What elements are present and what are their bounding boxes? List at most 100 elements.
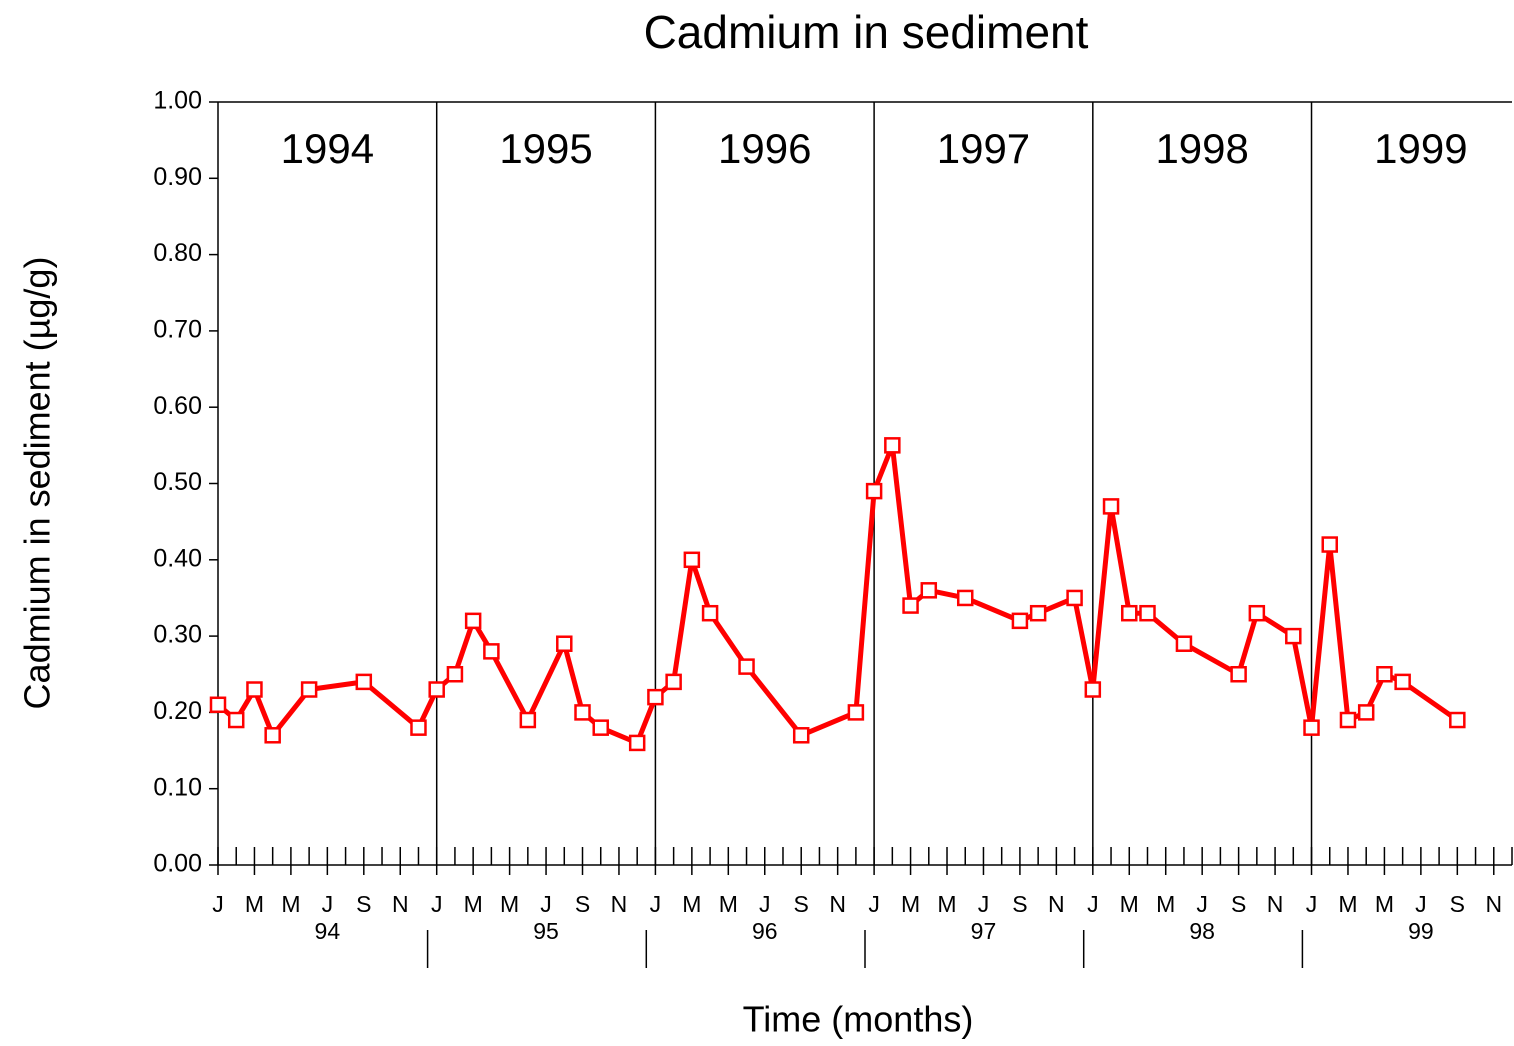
x-tick-label: M — [682, 891, 701, 917]
y-tick-label: 0.20 — [153, 697, 202, 725]
data-marker — [701, 604, 719, 622]
year-label: 1995 — [499, 125, 592, 172]
data-line — [216, 442, 1459, 746]
x-tick-label: S — [1012, 891, 1027, 917]
data-marker — [1102, 498, 1120, 515]
x-tick-label: M — [464, 891, 483, 917]
data-marker — [464, 612, 482, 630]
data-marker — [1285, 627, 1302, 645]
x-tick-label: J — [1196, 891, 1208, 917]
y-tick-label: 0.60 — [153, 392, 202, 420]
x-tick-label: M — [1156, 891, 1175, 917]
data-marker — [1376, 666, 1393, 683]
data-marker — [355, 673, 373, 691]
x-tick-label: M — [1375, 891, 1394, 917]
y-tick-label: 0.50 — [153, 468, 202, 496]
chart-title: Cadmium in sediment — [644, 6, 1089, 58]
data-marker — [665, 673, 682, 691]
x-tick-label: N — [1485, 891, 1502, 917]
x-tick-label: M — [901, 891, 920, 917]
year-label: 1999 — [1374, 125, 1467, 172]
y-tick-label: 0.30 — [153, 621, 202, 649]
data-marker — [519, 711, 537, 729]
data-marker — [1011, 612, 1029, 630]
x-tick-label: M — [937, 891, 956, 917]
x-tick-label: J — [978, 891, 990, 917]
data-marker — [884, 437, 901, 454]
x-tick-label: M — [1338, 891, 1357, 917]
y-tick-label: 0.70 — [153, 316, 202, 344]
data-marker — [446, 666, 464, 683]
data-marker — [410, 719, 427, 736]
x-tick-label: S — [1450, 891, 1465, 917]
x-tick-label: S — [575, 891, 590, 917]
x-tick-label: N — [611, 891, 628, 917]
x-tick-label: S — [794, 891, 809, 917]
data-marker — [1029, 604, 1047, 622]
data-marker — [1084, 681, 1102, 698]
x-tick-label: M — [719, 891, 738, 917]
data-marker — [1303, 719, 1320, 736]
x-tick-label: M — [500, 891, 519, 917]
data-marker — [647, 688, 664, 706]
x-tick-label: J — [1415, 891, 1427, 917]
data-marker — [738, 658, 755, 675]
data-marker — [1175, 635, 1193, 652]
data-marker — [920, 582, 938, 599]
data-marker — [1339, 711, 1357, 729]
x-tick-label: N — [1267, 891, 1284, 917]
x-tick-label: J — [431, 891, 443, 917]
y-axis-label: Cadmium in sediment (µg/g) — [17, 257, 58, 710]
x-tick-label: J — [1306, 891, 1318, 917]
x-tick-label: J — [212, 891, 224, 917]
x-tick-label: M — [245, 891, 264, 917]
data-marker — [1449, 711, 1466, 729]
year-axis-label: 94 — [315, 918, 341, 944]
data-marker — [847, 704, 865, 721]
year-label: 1997 — [937, 125, 1030, 172]
year-axis-label: 98 — [1189, 918, 1215, 944]
data-marker — [574, 704, 591, 721]
y-tick-label: 0.40 — [153, 544, 202, 572]
data-marker — [246, 681, 263, 698]
x-axis-label: Time (months) — [743, 999, 974, 1040]
year-label: 1994 — [281, 125, 374, 172]
data-marker — [483, 643, 500, 660]
data-marker — [300, 681, 318, 698]
y-tick-label: 0.90 — [153, 163, 202, 191]
year-label: 1996 — [718, 125, 811, 172]
data-marker — [1357, 704, 1375, 721]
year-label: 1998 — [1155, 125, 1248, 172]
data-marker — [792, 727, 810, 744]
x-tick-label: N — [829, 891, 846, 917]
data-marker — [628, 734, 646, 752]
data-marker — [865, 482, 883, 500]
data-marker — [1394, 673, 1411, 691]
x-tick-label: J — [1087, 891, 1099, 917]
y-tick-label: 0.00 — [153, 850, 202, 878]
data-marker — [1321, 536, 1338, 553]
data-marker — [1139, 604, 1156, 622]
data-marker — [683, 551, 701, 569]
data-marker — [592, 719, 609, 736]
y-tick-label: 0.80 — [153, 239, 202, 267]
data-marker — [1121, 604, 1138, 622]
x-tick-label: S — [1231, 891, 1246, 917]
data-marker — [1230, 666, 1247, 683]
x-tick-label: M — [281, 891, 300, 917]
data-marker — [227, 711, 245, 729]
x-tick-label: J — [650, 891, 662, 917]
x-tick-label: J — [322, 891, 334, 917]
data-marker — [902, 597, 919, 614]
year-axis-label: 97 — [971, 918, 997, 944]
year-axis-label: 96 — [752, 918, 778, 944]
data-marker — [1066, 589, 1083, 607]
x-tick-label: J — [868, 891, 880, 917]
y-tick-label: 0.10 — [153, 773, 202, 801]
data-marker — [956, 589, 974, 607]
data-marker — [428, 681, 445, 698]
data-marker — [209, 696, 227, 714]
data-marker — [556, 635, 573, 652]
y-tick-label: 1.00 — [153, 87, 202, 115]
